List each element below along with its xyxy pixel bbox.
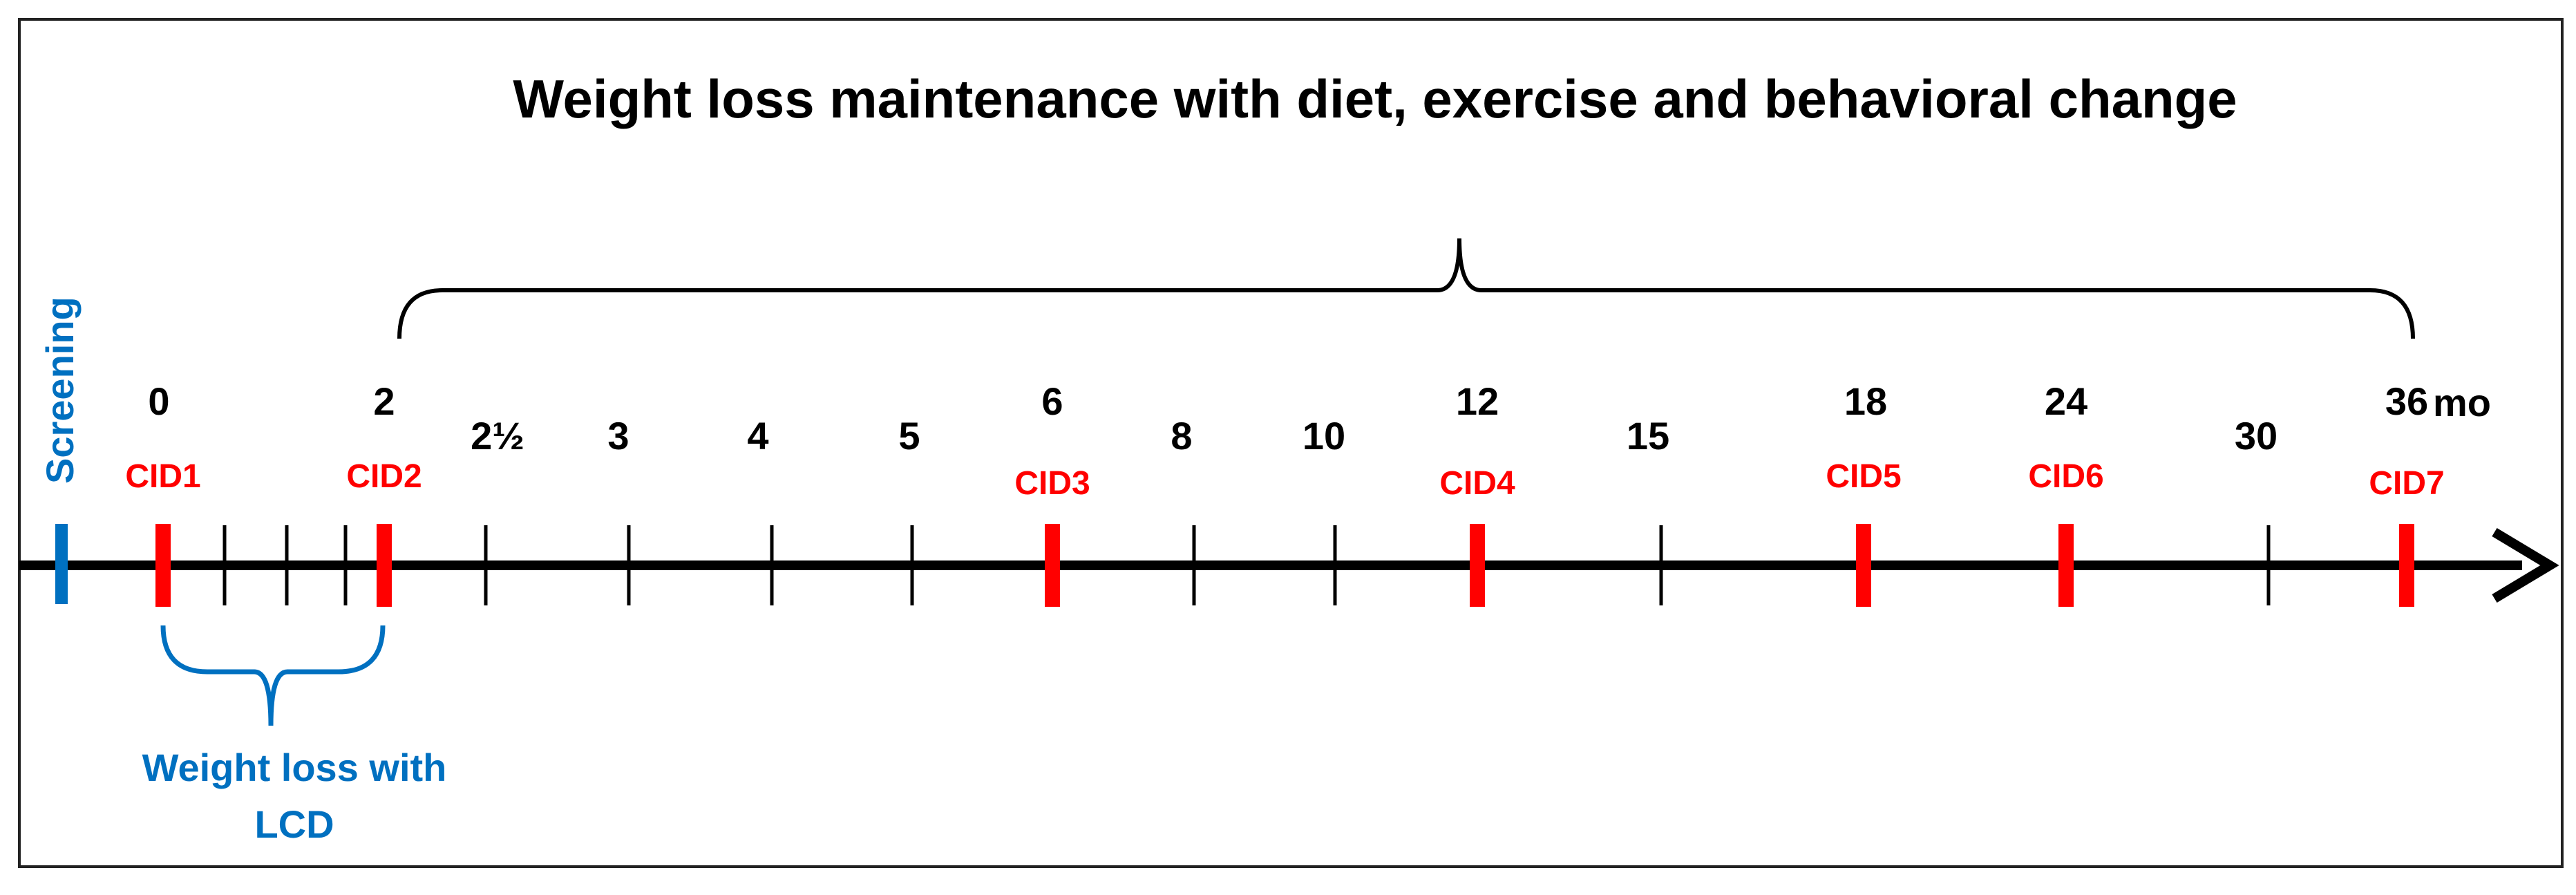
visit-label: CID7 xyxy=(2369,465,2444,502)
tick-label: 15 xyxy=(1627,414,1669,458)
visit-marker xyxy=(155,524,171,607)
unit-label: mo xyxy=(2433,381,2491,424)
tick-labels: 0 2 2½ 3 4 5 6 8 10 12 15 18 24 30 36 xyxy=(148,379,2428,458)
tick-label: 0 xyxy=(148,379,169,423)
figure-title: Weight loss maintenance with diet, exerc… xyxy=(513,68,2237,129)
lcd-bracket xyxy=(160,625,386,726)
visit-marker xyxy=(1856,524,1871,607)
tick-label: 18 xyxy=(1844,379,1887,423)
tick-label: 24 xyxy=(2045,379,2087,423)
timeline-arrowhead xyxy=(2492,527,2559,603)
tick-label: 2½ xyxy=(471,414,524,458)
figure-border xyxy=(18,18,2564,868)
visit-marker xyxy=(2399,524,2414,607)
lcd-label-line2: LCD xyxy=(254,802,334,846)
tick-label: 4 xyxy=(747,414,768,458)
tick-label: 30 xyxy=(2235,414,2277,458)
visit-label: CID5 xyxy=(1826,458,1901,495)
visit-marker xyxy=(377,524,392,607)
tick-label: 2 xyxy=(373,379,395,423)
visit-marker xyxy=(2058,524,2074,607)
tick-label: 8 xyxy=(1171,414,1192,458)
tick-label: 6 xyxy=(1041,379,1063,423)
screening-label: Screening xyxy=(38,296,82,484)
tick-label: 3 xyxy=(607,414,629,458)
tick-label: 12 xyxy=(1456,379,1499,423)
tick-label: 36 xyxy=(2385,379,2428,423)
lcd-label-line1: Weight loss with xyxy=(142,746,447,789)
visit-label: CID6 xyxy=(2028,458,2103,495)
maintenance-brace xyxy=(397,238,2415,339)
tick-label: 5 xyxy=(898,414,920,458)
tick-marks xyxy=(155,524,2414,607)
tick-label: 10 xyxy=(1303,414,1345,458)
visit-marker xyxy=(1045,524,1060,607)
visit-labels: CID1 CID2 CID3 CID4 CID5 CID6 CID7 xyxy=(125,458,2444,502)
visit-marker xyxy=(1470,524,1485,607)
visit-label: CID4 xyxy=(1439,465,1515,502)
screening-marker xyxy=(55,524,68,604)
visit-label: CID3 xyxy=(1014,465,1090,502)
visit-label: CID1 xyxy=(125,458,200,495)
visit-label: CID2 xyxy=(346,458,422,495)
